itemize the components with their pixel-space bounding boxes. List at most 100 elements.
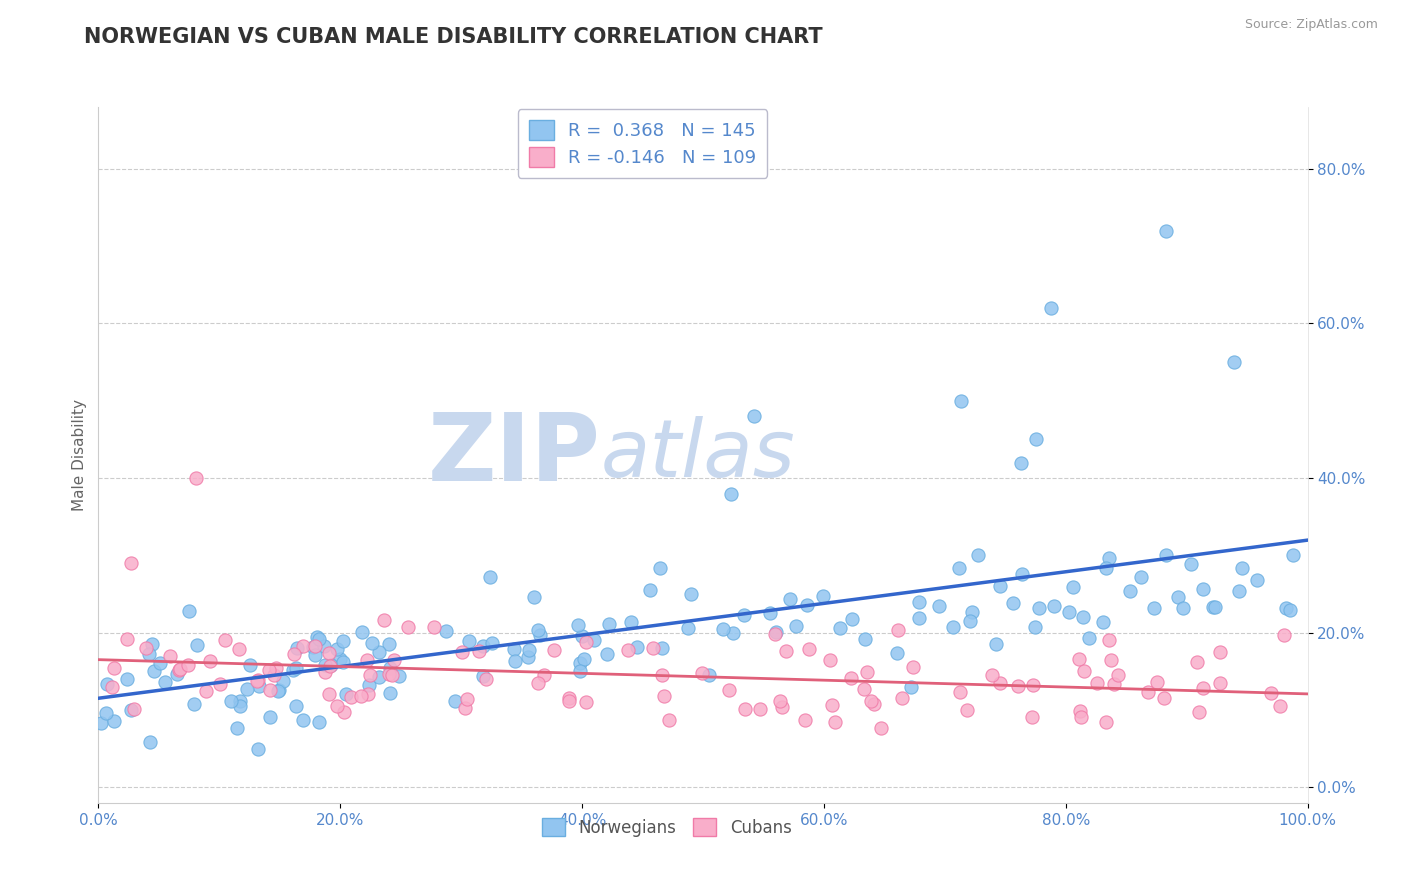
- Point: [949, 685, 972, 699]
- Point: [357, 687, 380, 701]
- Point: [283, 647, 305, 661]
- Point: [1102, 677, 1125, 691]
- Point: [1137, 685, 1160, 699]
- Point: [117, 672, 139, 686]
- Point: [948, 561, 970, 575]
- Point: [690, 665, 713, 680]
- Point: [1173, 600, 1195, 615]
- Point: [388, 669, 411, 683]
- Point: [984, 637, 1007, 651]
- Point: [1097, 550, 1119, 565]
- Point: [451, 644, 474, 658]
- Point: [1011, 566, 1033, 581]
- Point: [765, 625, 787, 640]
- Point: [149, 657, 172, 671]
- Point: [1007, 679, 1029, 693]
- Point: [271, 674, 294, 689]
- Point: [314, 658, 336, 673]
- Point: [503, 641, 526, 656]
- Point: [198, 654, 221, 668]
- Point: [259, 710, 281, 724]
- Point: [1073, 664, 1095, 678]
- Point: [638, 582, 661, 597]
- Point: [381, 668, 404, 682]
- Point: [326, 641, 349, 656]
- Point: [1062, 580, 1084, 594]
- Point: [1021, 710, 1043, 724]
- Point: [471, 639, 494, 653]
- Point: [291, 639, 314, 653]
- Point: [949, 393, 972, 408]
- Point: [1202, 600, 1225, 615]
- Point: [285, 641, 308, 656]
- Point: [1025, 433, 1047, 447]
- Point: [721, 626, 744, 640]
- Point: [214, 632, 236, 647]
- Point: [177, 604, 200, 618]
- Point: [307, 630, 329, 644]
- Point: [1069, 704, 1091, 718]
- Point: [641, 640, 664, 655]
- Point: [575, 696, 598, 710]
- Point: [856, 665, 879, 679]
- Point: [818, 653, 841, 667]
- Text: Source: ZipAtlas.com: Source: ZipAtlas.com: [1244, 18, 1378, 31]
- Point: [758, 606, 780, 620]
- Point: [308, 714, 330, 729]
- Point: [903, 660, 925, 674]
- Point: [853, 632, 876, 646]
- Point: [318, 646, 340, 660]
- Point: [598, 617, 620, 632]
- Point: [717, 682, 740, 697]
- Point: [246, 741, 269, 756]
- Point: [1272, 628, 1295, 642]
- Point: [281, 663, 304, 677]
- Point: [159, 649, 181, 664]
- Point: [1085, 676, 1108, 690]
- Point: [678, 621, 700, 635]
- Point: [153, 674, 176, 689]
- Point: [900, 680, 922, 694]
- Point: [382, 653, 405, 667]
- Point: [1071, 609, 1094, 624]
- Point: [356, 652, 378, 666]
- Point: [304, 648, 326, 662]
- Point: [1098, 633, 1121, 648]
- Point: [239, 657, 262, 672]
- Point: [1078, 631, 1101, 645]
- Point: [1130, 570, 1153, 584]
- Point: [368, 670, 391, 684]
- Point: [988, 579, 1011, 593]
- Point: [332, 655, 354, 669]
- Point: [517, 643, 540, 657]
- Point: [468, 644, 491, 658]
- Point: [183, 697, 205, 711]
- Text: atlas: atlas: [600, 416, 794, 494]
- Point: [651, 641, 673, 656]
- Point: [679, 587, 702, 601]
- Point: [124, 701, 146, 715]
- Point: [247, 673, 270, 687]
- Point: [167, 663, 190, 677]
- Point: [733, 608, 755, 623]
- Point: [221, 694, 243, 708]
- Point: [292, 713, 315, 727]
- Point: [1154, 224, 1177, 238]
- Y-axis label: Male Disability: Male Disability: [72, 399, 87, 511]
- Point: [284, 699, 307, 714]
- Point: [186, 471, 208, 485]
- Point: [318, 687, 340, 701]
- Point: [749, 702, 772, 716]
- Point: [908, 594, 931, 608]
- Point: [543, 643, 565, 657]
- Point: [457, 634, 479, 648]
- Point: [1274, 600, 1296, 615]
- Point: [890, 690, 912, 705]
- Point: [1268, 698, 1291, 713]
- Point: [1039, 301, 1062, 315]
- Point: [711, 622, 734, 636]
- Point: [796, 598, 818, 612]
- Point: [228, 642, 250, 657]
- Point: [332, 633, 354, 648]
- Point: [264, 661, 287, 675]
